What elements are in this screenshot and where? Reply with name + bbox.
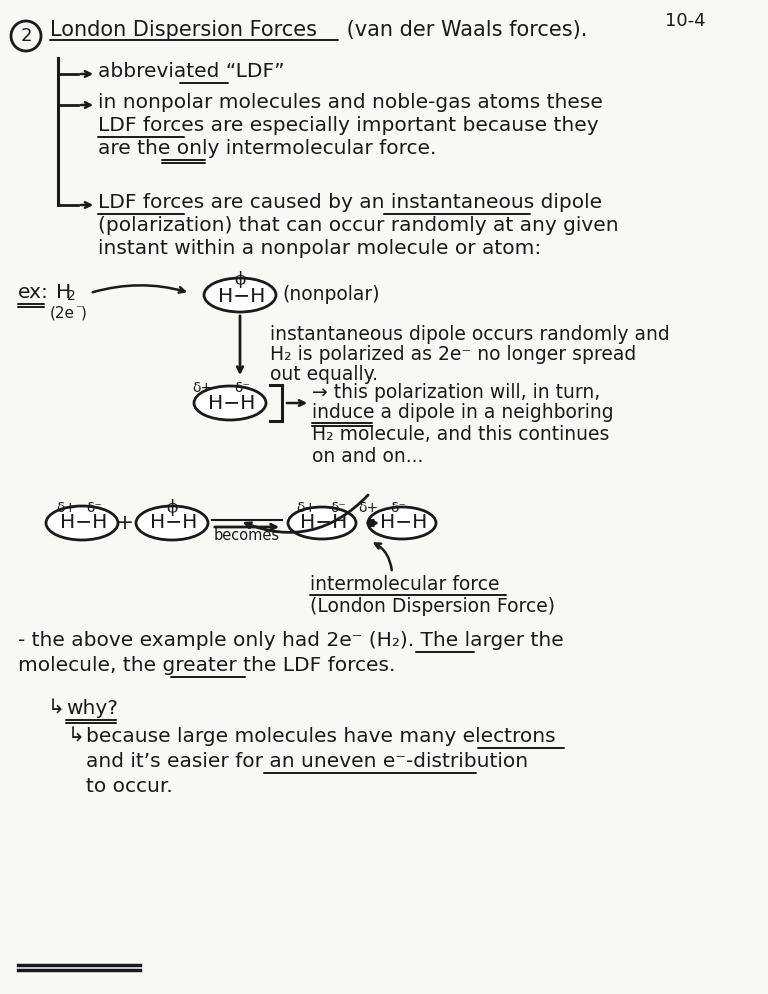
Text: molecule, the greater the LDF forces.: molecule, the greater the LDF forces.: [18, 656, 396, 675]
Text: becomes: becomes: [214, 528, 280, 543]
Text: 2: 2: [20, 27, 31, 45]
Ellipse shape: [368, 507, 436, 539]
Text: H₂ is polarized as 2e⁻ no longer spread: H₂ is polarized as 2e⁻ no longer spread: [270, 345, 636, 364]
Text: are the only intermolecular force.: are the only intermolecular force.: [98, 139, 436, 158]
Text: H: H: [56, 283, 71, 302]
Text: (nonpolar): (nonpolar): [282, 285, 379, 304]
Text: (polarization) that can occur randomly at any given: (polarization) that can occur randomly a…: [98, 216, 619, 235]
Text: induce a dipole in a neighboring: induce a dipole in a neighboring: [312, 403, 614, 422]
Text: why?: why?: [66, 699, 118, 718]
Text: ϕ: ϕ: [167, 499, 177, 516]
Text: (van der Waals forces).: (van der Waals forces).: [340, 20, 588, 40]
Text: (London Dispersion Force): (London Dispersion Force): [310, 597, 555, 616]
Text: δ⁻: δ⁻: [330, 501, 346, 515]
Text: δ⁻: δ⁻: [390, 501, 406, 515]
Text: abbreviated “LDF”: abbreviated “LDF”: [98, 62, 284, 81]
Text: δ+: δ+: [296, 501, 316, 515]
Text: instant within a nonpolar molecule or atom:: instant within a nonpolar molecule or at…: [98, 239, 541, 258]
Ellipse shape: [194, 386, 266, 420]
Ellipse shape: [288, 507, 356, 539]
Text: 2: 2: [67, 289, 76, 303]
Ellipse shape: [204, 278, 276, 312]
Text: δ+: δ+: [192, 381, 212, 395]
Text: H−H: H−H: [380, 513, 427, 532]
Ellipse shape: [136, 506, 208, 540]
Text: δ⁻: δ⁻: [86, 501, 102, 515]
Text: to occur.: to occur.: [86, 777, 173, 796]
Text: LDF forces are caused by an instantaneous dipole: LDF forces are caused by an instantaneou…: [98, 193, 602, 212]
Text: (2e: (2e: [50, 305, 75, 320]
Text: H−H: H−H: [60, 513, 108, 532]
Text: H₂ molecule, and this continues: H₂ molecule, and this continues: [312, 425, 609, 444]
Text: δ⁻: δ⁻: [234, 381, 250, 395]
Text: H−H: H−H: [300, 513, 347, 532]
Text: ↳: ↳: [68, 727, 85, 746]
Text: H−H: H−H: [218, 287, 266, 306]
Text: → this polarization will, in turn,: → this polarization will, in turn,: [312, 383, 601, 402]
Text: instantaneous dipole occurs randomly and: instantaneous dipole occurs randomly and: [270, 325, 670, 344]
Text: on and on...: on and on...: [312, 447, 423, 466]
Text: London Dispersion Forces: London Dispersion Forces: [50, 20, 317, 40]
Text: δ+: δ+: [56, 501, 76, 515]
Text: ex:: ex:: [18, 283, 49, 302]
Text: intermolecular force: intermolecular force: [310, 575, 499, 594]
Text: - the above example only had 2e⁻ (H₂). The larger the: - the above example only had 2e⁻ (H₂). T…: [18, 631, 564, 650]
Text: 10-4: 10-4: [665, 12, 706, 30]
Text: LDF forces are especially important because they: LDF forces are especially important beca…: [98, 116, 598, 135]
Text: H−H: H−H: [150, 513, 197, 532]
Text: because large molecules have many electrons: because large molecules have many electr…: [86, 727, 555, 746]
Text: ↳: ↳: [48, 699, 65, 718]
Text: ⁻: ⁻: [75, 303, 81, 316]
Text: in nonpolar molecules and noble-gas atoms these: in nonpolar molecules and noble-gas atom…: [98, 93, 603, 112]
Text: ϕ: ϕ: [234, 271, 246, 288]
Text: +: +: [116, 513, 134, 533]
Text: and it’s easier for an uneven e⁻-distribution: and it’s easier for an uneven e⁻-distrib…: [86, 752, 528, 771]
Ellipse shape: [46, 506, 118, 540]
Text: H−H: H−H: [208, 394, 256, 413]
Text: δ+: δ+: [358, 501, 378, 515]
Text: out equally.: out equally.: [270, 365, 378, 384]
Text: ): ): [81, 305, 87, 320]
